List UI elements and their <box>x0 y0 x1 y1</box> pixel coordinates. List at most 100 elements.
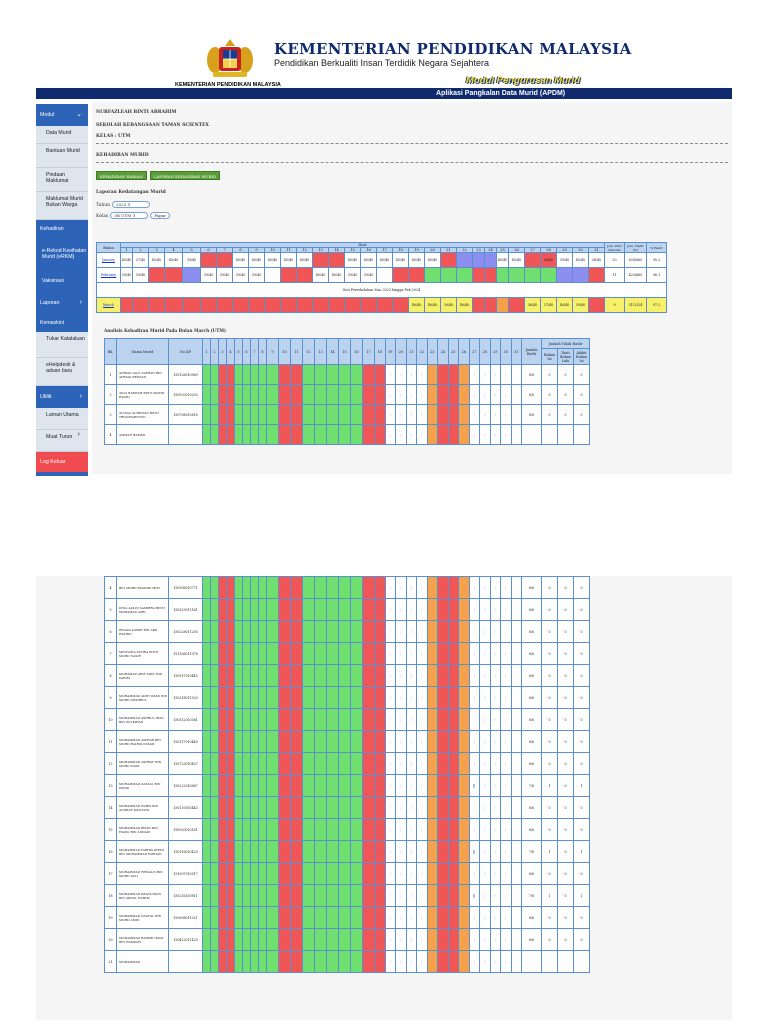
day-cell <box>326 884 339 907</box>
day-cell <box>242 862 251 885</box>
day-cell: / <box>500 840 512 863</box>
sidebar-item-pindaan[interactable]: Pindaan Maklumat <box>36 168 88 192</box>
month-link[interactable]: January <box>96 252 121 268</box>
day-cell <box>250 620 259 643</box>
student-name: MOHAMMAD DANIAL BIN ISHAK <box>116 774 169 797</box>
day-header: 16 <box>350 338 363 365</box>
logout-button[interactable]: Log Keluar <box>36 452 88 472</box>
day-cell <box>374 950 386 973</box>
day-cell <box>472 252 485 268</box>
day-cell <box>440 267 457 283</box>
sidebar-item-vaksinasi[interactable]: Vaksinasi <box>42 278 64 284</box>
sidebar-modul[interactable]: Modul ⌄ <box>36 104 88 126</box>
day-cell: / <box>384 686 396 709</box>
papar-button[interactable]: Papar <box>150 212 171 219</box>
day-cell <box>250 664 259 687</box>
day-cell <box>362 686 375 709</box>
sidebar-kemaskini[interactable]: Kemaskini <box>40 320 64 326</box>
day-cell: / <box>395 774 407 797</box>
extra-cell: 95.2 <box>646 252 667 268</box>
day-cell: 37/40 <box>540 297 557 313</box>
day-cell: / <box>384 928 396 951</box>
table-header-row: 1 2 3 4 5 6 7 8 9 10 11 12 13 14 15 16 17 18 19 20 21 22 23 24 2… <box>97 247 667 253</box>
sidebar-kehadiran[interactable]: Kehadiran <box>40 226 64 232</box>
day-cell: / <box>416 796 428 819</box>
day-cell <box>266 862 279 885</box>
day-cell: / <box>489 906 501 929</box>
day-cell: / <box>416 384 428 405</box>
ic-number <box>168 950 203 973</box>
day-cell <box>202 752 211 775</box>
day-cell <box>266 950 279 973</box>
day-cell <box>266 686 279 709</box>
table-row: 11 MOHAMMAD ASHYAR BIN MOHD HAIRULNIZAM 15… <box>104 730 590 753</box>
day-cell <box>326 840 339 863</box>
day-cell: / <box>468 796 480 819</box>
kelas-select[interactable]: 5R UTM ⇕ <box>110 212 149 219</box>
sidebar-item-bantuan-murid[interactable]: Bantuan Murid <box>36 144 88 168</box>
tidak-hadir-c <box>573 950 590 973</box>
day-cell <box>202 840 211 863</box>
module-title: Modul Pengurusan Murid <box>466 75 580 86</box>
day-cell <box>290 642 303 665</box>
extra-header: Jum. Hadir (%) <box>624 242 647 253</box>
tidak-hadir-a: 0 <box>541 862 558 885</box>
sidebar-item-ehelpdesk[interactable]: eHelpdesk & aduan baru <box>36 358 88 386</box>
divider <box>96 143 728 144</box>
month-link[interactable]: March <box>96 297 121 313</box>
day-cell: 40/40 <box>312 267 329 283</box>
month-link[interactable]: February <box>96 267 121 283</box>
sidebar-utiliti[interactable]: Utiliti › <box>36 386 88 408</box>
day-cell <box>234 752 243 775</box>
sidebar-item-laman-utama[interactable]: Laman Utama <box>36 408 88 430</box>
day-cell <box>250 950 259 973</box>
kehadiran-harian-button[interactable]: KEHADIRAN HARIAN <box>96 171 147 180</box>
day-cell <box>302 384 315 405</box>
day-cell: || <box>468 774 480 797</box>
day-cell: / <box>416 404 428 425</box>
sidebar-item-erkm[interactable]: e-Rekod Kesihatan Murid (eRKM) <box>42 248 87 260</box>
ic-number: 150512010361 <box>168 708 203 731</box>
day-cell <box>376 297 393 313</box>
sidebar-item-muat-turun[interactable]: Muat Turun › <box>36 430 88 452</box>
extra-cell: 628/660 <box>624 252 647 268</box>
day-cell: 36/40 <box>588 252 605 268</box>
day-cell <box>226 424 235 445</box>
day-cell <box>250 384 259 405</box>
tidak-hadir-a: 0 <box>541 576 558 599</box>
day-cell <box>447 928 459 951</box>
sidebar-item-bukan-warga[interactable]: Maklumat Murid Bukan Warga <box>36 192 88 220</box>
day-cell <box>374 774 386 797</box>
day-cell <box>250 774 259 797</box>
report-title: Laporan Kedatangan Murid <box>96 190 166 195</box>
ministry-small-title: KEMENTERIAN PENDIDIKAN MALAYSIA <box>175 82 281 88</box>
sidebar-item-tukar-katalaluan[interactable]: Tukar Katalaluan <box>36 332 88 358</box>
day-cell: / <box>384 796 396 819</box>
tidak-hadir-b: 0 <box>557 404 574 425</box>
day-cell <box>226 884 235 907</box>
tahun-select[interactable]: 2023 ⇕ <box>112 201 151 208</box>
day-cell <box>350 576 363 599</box>
day-cell: || <box>468 884 480 907</box>
day-cell <box>234 950 243 973</box>
day-cell <box>510 364 522 385</box>
day-cell <box>314 686 327 709</box>
day-cell <box>426 664 438 687</box>
day-cell <box>210 730 219 753</box>
ic-number: 150117010449 <box>168 730 203 753</box>
day-cell <box>437 424 449 445</box>
day-cell <box>302 818 315 841</box>
jumlah-hadir: 8/8 <box>521 796 542 819</box>
laporan-kehadiran-button[interactable]: LAPORAN KEHADIRAN MURID <box>150 171 220 180</box>
day-cell: 40/40 <box>408 297 425 313</box>
bil-cell: 5 <box>104 598 117 621</box>
sidebar-laporan[interactable]: Laporan › <box>36 292 88 314</box>
table-row: 2 AINA RABIYAH BINTI MOHD RADHI 1509200102… <box>104 384 590 405</box>
jumlah-hadir <box>521 424 542 445</box>
day-cell <box>266 620 279 643</box>
day-cell: / <box>416 862 428 885</box>
student-name: MOHAMMAD NAUFAL BIN MOHD AMIN <box>116 906 169 929</box>
day-cell <box>266 598 279 621</box>
sidebar-item-data-murid[interactable]: Data Murid <box>36 126 88 144</box>
day-cell <box>234 664 243 687</box>
